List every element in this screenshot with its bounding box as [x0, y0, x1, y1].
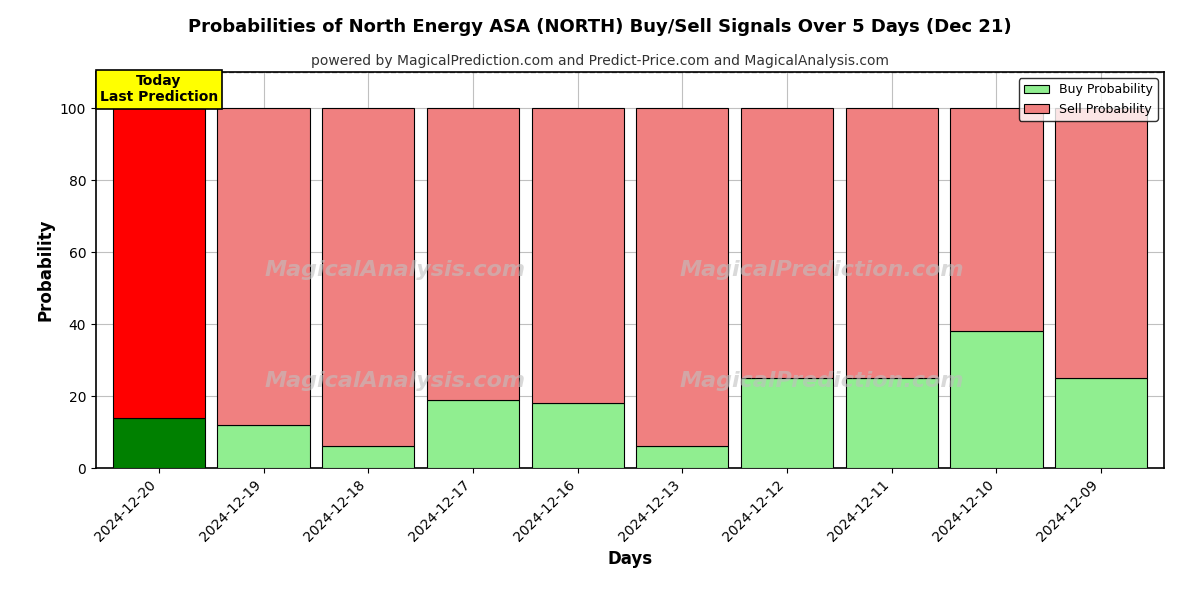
- Text: MagicalAnalysis.com: MagicalAnalysis.com: [264, 371, 526, 391]
- Text: MagicalPrediction.com: MagicalPrediction.com: [680, 371, 965, 391]
- Bar: [532, 403, 624, 468]
- Text: MagicalAnalysis.com: MagicalAnalysis.com: [264, 260, 526, 280]
- Bar: [113, 418, 205, 468]
- Bar: [217, 108, 310, 425]
- Text: Today
Last Prediction: Today Last Prediction: [100, 74, 218, 104]
- Bar: [950, 108, 1043, 331]
- Bar: [217, 425, 310, 468]
- Bar: [532, 108, 624, 403]
- Bar: [1055, 108, 1147, 378]
- Bar: [740, 108, 833, 378]
- Text: powered by MagicalPrediction.com and Predict-Price.com and MagicalAnalysis.com: powered by MagicalPrediction.com and Pre…: [311, 54, 889, 68]
- Bar: [427, 108, 520, 400]
- Bar: [636, 108, 728, 446]
- Legend: Buy Probability, Sell Probability: Buy Probability, Sell Probability: [1019, 78, 1158, 121]
- Bar: [322, 446, 414, 468]
- Y-axis label: Probability: Probability: [36, 219, 54, 321]
- Bar: [846, 108, 938, 378]
- X-axis label: Days: Days: [607, 550, 653, 568]
- Bar: [113, 108, 205, 418]
- Bar: [846, 378, 938, 468]
- Text: MagicalPrediction.com: MagicalPrediction.com: [680, 260, 965, 280]
- Bar: [322, 108, 414, 446]
- Bar: [636, 446, 728, 468]
- Bar: [1055, 378, 1147, 468]
- Bar: [427, 400, 520, 468]
- Bar: [740, 378, 833, 468]
- Bar: [950, 331, 1043, 468]
- Text: Probabilities of North Energy ASA (NORTH) Buy/Sell Signals Over 5 Days (Dec 21): Probabilities of North Energy ASA (NORTH…: [188, 18, 1012, 36]
